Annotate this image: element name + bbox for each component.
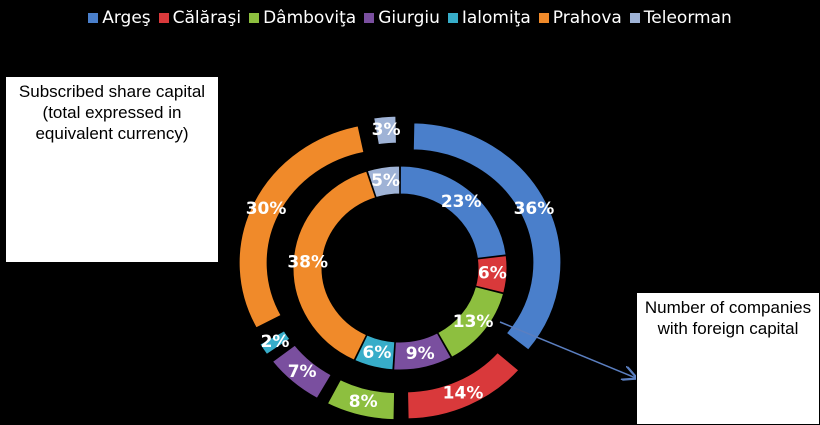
legend-swatch: [158, 13, 169, 23]
data-label: 13%: [453, 312, 494, 332]
legend-swatch: [447, 13, 458, 23]
legend-item: Prahova: [538, 8, 622, 28]
legend-swatch: [249, 13, 260, 23]
legend-label: Ialomiţa: [461, 8, 531, 28]
ring-segment: [259, 330, 291, 356]
ring-segment: [354, 334, 396, 371]
connector-arrow: [499, 321, 636, 378]
legend-label: Argeş: [102, 8, 151, 28]
legend-swatch: [629, 13, 640, 23]
legend-item: Argeş: [88, 8, 151, 28]
legend-item: Ialomiţa: [447, 8, 531, 28]
legend-swatch: [88, 13, 99, 23]
data-label: 3%: [372, 120, 401, 140]
ring-segment: [366, 165, 401, 199]
ring-segment: [326, 379, 396, 421]
data-label: 14%: [443, 383, 484, 403]
legend-item: Călăraşi: [158, 8, 242, 28]
ring-segment: [399, 165, 507, 259]
ring-segment: [407, 351, 520, 420]
legend-label: Călăraşi: [172, 8, 242, 28]
legend-swatch: [364, 13, 375, 23]
data-label: 7%: [288, 362, 317, 382]
outer-ring-note: Subscribed share capital (total expresse…: [5, 76, 219, 263]
data-label: 38%: [287, 252, 328, 272]
ring-segment: [475, 255, 508, 294]
data-label: 30%: [246, 199, 287, 219]
data-label: 5%: [371, 171, 400, 191]
legend-label: Giurgiu: [378, 8, 440, 28]
data-label: 36%: [514, 199, 555, 219]
legend-item: Dâmboviţa: [249, 8, 356, 28]
data-label: 23%: [441, 192, 482, 212]
legend-swatch: [538, 13, 549, 23]
legend-label: Prahova: [552, 8, 622, 28]
legend-item: Teleorman: [629, 8, 732, 28]
ring-segment: [373, 115, 397, 146]
legend-label: Dâmboviţa: [263, 8, 357, 28]
data-label: 8%: [349, 392, 378, 412]
ring-segment: [238, 125, 365, 329]
ring-segment: [412, 122, 562, 351]
data-label: 9%: [406, 344, 435, 364]
inner-ring-note: Number of companies with foreign capital: [636, 292, 820, 425]
legend: Argeş Călăraşi Dâmboviţa Giurgiu Ialomiţa Pra…: [0, 8, 820, 28]
legend-item: Giurgiu: [364, 8, 440, 28]
data-label: 6%: [478, 264, 507, 284]
data-label: 6%: [363, 343, 392, 363]
ring-segment: [437, 286, 505, 358]
ring-segment: [393, 332, 452, 371]
ring-segment: [292, 170, 377, 361]
ring-segment: [271, 344, 332, 399]
legend-label: Teleorman: [643, 8, 732, 28]
data-label: 2%: [261, 332, 290, 352]
